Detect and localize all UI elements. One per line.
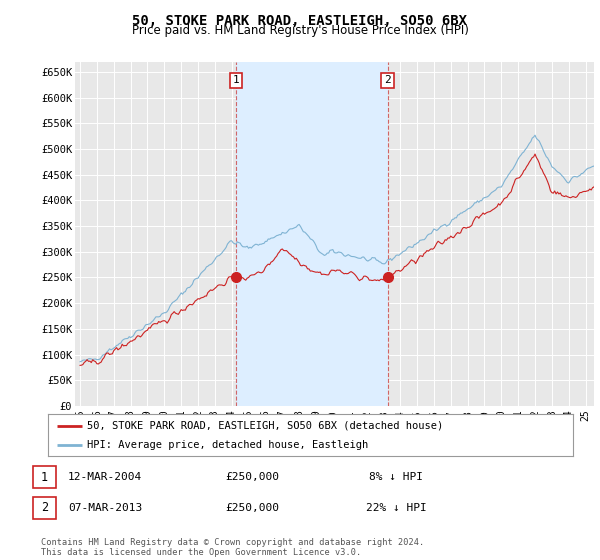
- Text: 22% ↓ HPI: 22% ↓ HPI: [365, 503, 427, 513]
- Text: 07-MAR-2013: 07-MAR-2013: [68, 503, 142, 513]
- Text: 50, STOKE PARK ROAD, EASTLEIGH, SO50 6BX (detached house): 50, STOKE PARK ROAD, EASTLEIGH, SO50 6BX…: [88, 421, 443, 431]
- Text: 12-MAR-2004: 12-MAR-2004: [68, 472, 142, 482]
- Text: £250,000: £250,000: [225, 503, 279, 513]
- Bar: [236, 62, 388, 406]
- Text: 1: 1: [41, 470, 48, 484]
- Text: Contains HM Land Registry data © Crown copyright and database right 2024.
This d: Contains HM Land Registry data © Crown c…: [41, 538, 424, 557]
- Text: 2: 2: [41, 501, 48, 515]
- Text: 1: 1: [233, 76, 239, 85]
- Text: Price paid vs. HM Land Registry's House Price Index (HPI): Price paid vs. HM Land Registry's House …: [131, 24, 469, 37]
- Text: £250,000: £250,000: [225, 472, 279, 482]
- Text: 2: 2: [384, 76, 391, 85]
- Text: 50, STOKE PARK ROAD, EASTLEIGH, SO50 6BX: 50, STOKE PARK ROAD, EASTLEIGH, SO50 6BX: [133, 14, 467, 28]
- Text: 8% ↓ HPI: 8% ↓ HPI: [369, 472, 423, 482]
- Text: HPI: Average price, detached house, Eastleigh: HPI: Average price, detached house, East…: [88, 440, 368, 450]
